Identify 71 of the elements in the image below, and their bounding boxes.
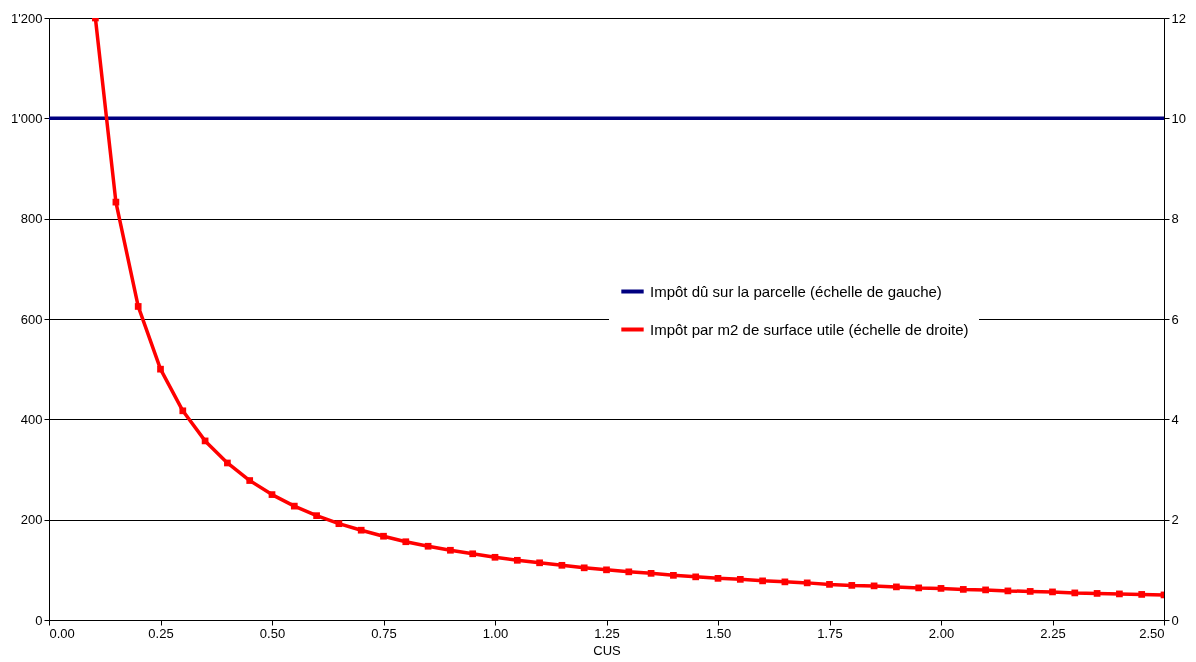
y2-tick-label: 6 [1171,311,1179,327]
point [1138,591,1146,598]
point [558,561,566,569]
point [1093,590,1101,597]
point [246,477,254,484]
x-tick-label: 2.00 [928,625,955,641]
point [290,502,298,510]
y-tick-label: 0 [35,612,43,628]
point [491,553,499,561]
x-tick-label: 1.00 [482,625,509,641]
point [714,575,722,582]
point [157,365,164,373]
y2-tick-label: 4 [1171,411,1179,427]
point [670,572,677,579]
x-tick-label: 1.25 [594,625,620,641]
point [959,586,967,593]
x-axis-title: CUS [593,642,622,658]
point [513,556,521,564]
point [1026,588,1034,595]
x-tick-label: 0.50 [259,625,286,641]
point [536,559,543,567]
point [580,564,588,572]
point [982,586,989,594]
x-tick-label: 2.25 [1040,625,1066,641]
y2-tick-label: 10 [1171,110,1186,126]
y-tick-label: 600 [20,311,43,327]
x-tick-label: 1.75 [817,625,843,641]
point [447,546,454,554]
point [625,568,633,576]
point [424,542,432,550]
x-tick-label: 2.50 [1139,625,1165,641]
point [380,532,387,540]
point [313,512,320,520]
y-tick-label: 1'200 [11,10,43,26]
point [357,526,365,534]
point [692,573,700,581]
point [603,566,610,574]
line-series [92,18,1164,599]
point [179,407,187,415]
y-tick-label: 1'000 [11,110,43,126]
y2-tick-label: 2 [1171,512,1179,528]
point [915,584,923,592]
point [469,550,477,558]
legend-label: Impôt dû sur la parcelle (échelle de gauche) [650,282,942,300]
point [647,569,655,577]
point [937,585,945,592]
point [402,538,410,546]
point [1049,588,1056,596]
x-tick-label: 0.75 [371,625,397,641]
y-tick-label: 800 [20,211,43,227]
point [803,579,811,587]
x-tick-label: 0.25 [148,625,174,641]
y2-tick-label: 8 [1171,211,1179,227]
point [759,577,766,585]
point [736,576,744,583]
x-tick-label: 0.00 [49,625,75,641]
point [893,583,900,591]
y2-tick-label: 0 [1171,612,1179,628]
point [224,459,231,467]
point [134,303,142,310]
y-tick-label: 200 [20,512,43,528]
y-tick-label: 400 [20,411,43,427]
x-tick-label: 1.50 [705,625,732,641]
point [826,581,833,588]
point [1116,590,1123,598]
point [268,491,276,498]
y2-tick-label: 12 [1171,10,1186,26]
point [848,582,856,589]
legend-label: Impôt par m2 de surface utile (échelle de droite) [650,320,969,338]
point [335,520,343,528]
point [1071,589,1079,597]
